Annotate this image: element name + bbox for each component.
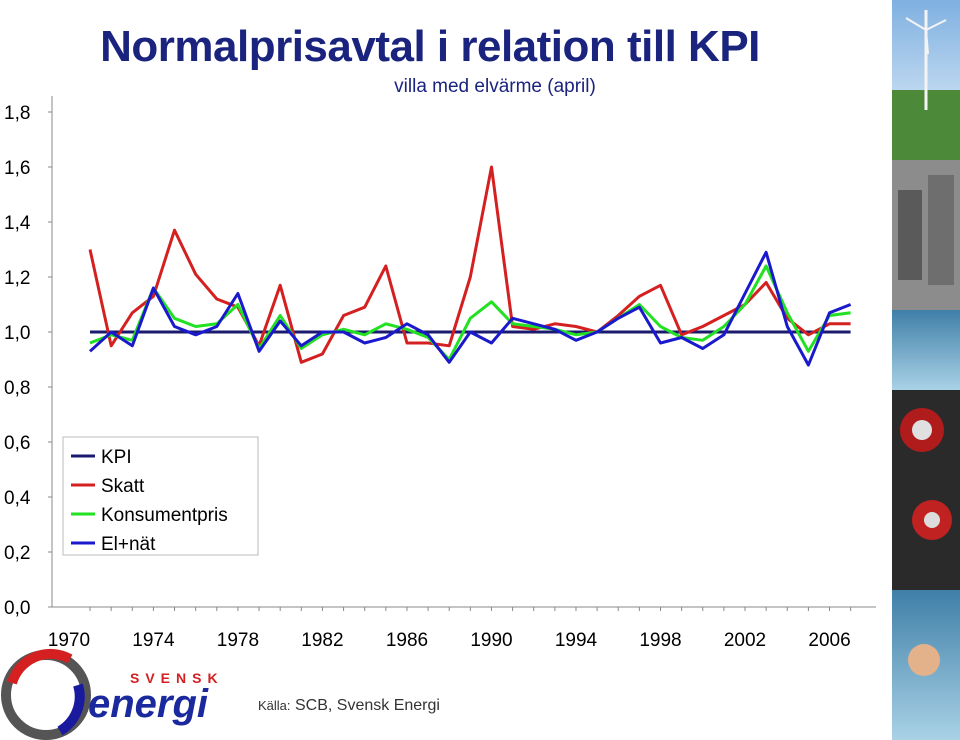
legend-label: El+nät bbox=[101, 534, 156, 555]
y-tick-label: 1,6 bbox=[4, 158, 30, 179]
x-tick-label: 1986 bbox=[386, 630, 428, 651]
source-note: Källa: SCB, Svensk Energi bbox=[258, 697, 440, 715]
logo-top-text: SVENSK bbox=[130, 670, 224, 686]
y-tick-label: 1,8 bbox=[4, 103, 30, 124]
svensk-energi-logo: SVENSK energi bbox=[1, 648, 224, 740]
y-tick-label: 1,4 bbox=[4, 213, 31, 234]
y-tick-label: 0,2 bbox=[4, 543, 30, 564]
y-tick-label: 1,0 bbox=[4, 323, 30, 344]
chart-subtitle: villa med elvärme (april) bbox=[394, 76, 596, 97]
x-tick-label: 1978 bbox=[217, 630, 259, 651]
y-tick-label: 0,8 bbox=[4, 378, 30, 399]
series-line-el-n-t bbox=[88, 250, 852, 367]
legend-box bbox=[62, 436, 259, 556]
x-tick-label: 1974 bbox=[132, 630, 175, 651]
side-photo-strip bbox=[892, 0, 960, 740]
chart-title: Normalprisavtal i relation till KPI bbox=[100, 22, 760, 71]
x-tick-label: 1970 bbox=[48, 630, 90, 651]
source-text: SCB, Svensk Energi bbox=[294, 697, 440, 714]
x-tick-label: 1998 bbox=[639, 630, 681, 651]
x-tick-label: 1982 bbox=[301, 630, 343, 651]
y-tick-label: 0,6 bbox=[4, 433, 30, 454]
source-label: Källa: bbox=[258, 698, 291, 713]
x-tick-label: 2002 bbox=[724, 630, 766, 651]
series-line-skatt bbox=[88, 165, 851, 364]
x-tick-label: 2006 bbox=[808, 630, 850, 651]
x-tick-label: 1994 bbox=[555, 630, 598, 651]
y-tick-label: 0,0 bbox=[4, 598, 30, 619]
legend-label: KPI bbox=[101, 447, 132, 468]
y-tick-label: 0,4 bbox=[4, 488, 31, 509]
legend-label: Konsumentpris bbox=[101, 505, 228, 526]
legend-label: Skatt bbox=[101, 476, 145, 497]
logo-main-text: energi bbox=[88, 682, 209, 726]
x-tick-label: 1990 bbox=[470, 630, 512, 651]
y-tick-label: 1,2 bbox=[4, 268, 30, 289]
